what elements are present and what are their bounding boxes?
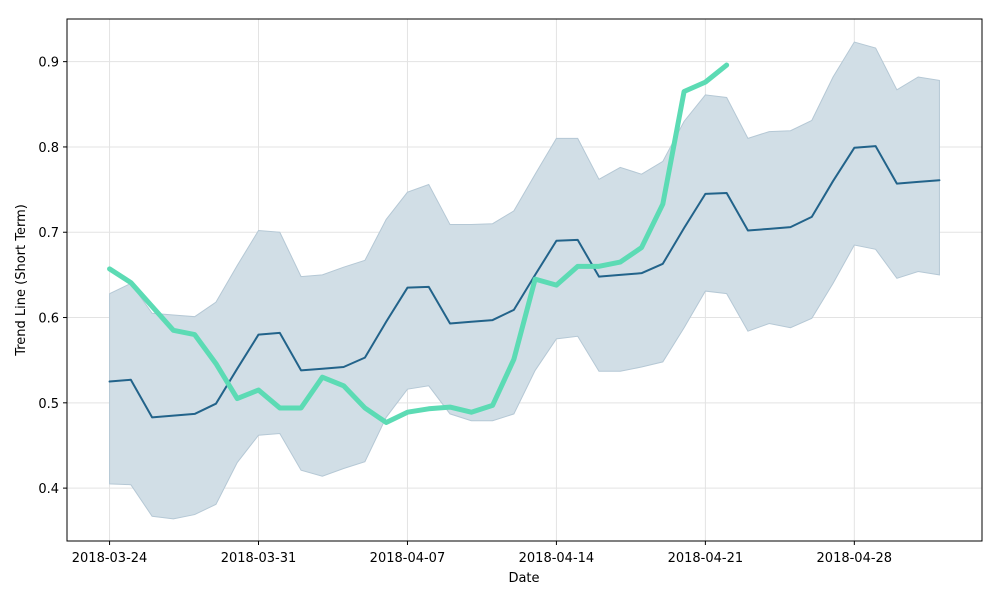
y-tick-label: 0.9 — [38, 56, 59, 71]
plot-frame — [66, 18, 983, 542]
y-tick-label: 0.8 — [38, 141, 59, 156]
y-tick-label: 0.6 — [38, 312, 59, 327]
x-axis-label: Date — [508, 571, 539, 586]
x-tick-label: 2018-03-31 — [221, 551, 297, 566]
x-tick-label: 2018-04-28 — [817, 551, 893, 566]
y-axis-label: Trend Line (Short Term) — [14, 204, 29, 357]
x-tick-label: 2018-04-07 — [370, 551, 446, 566]
y-tick-label: 0.7 — [38, 226, 59, 241]
x-tick-label: 2018-04-21 — [668, 551, 744, 566]
mean-line — [108, 145, 941, 419]
trend-line — [107, 62, 730, 425]
x-tick-label: 2018-04-14 — [519, 551, 595, 566]
y-tick-label: 0.5 — [38, 397, 59, 412]
y-tick-label: 0.4 — [38, 482, 59, 497]
x-tick-label: 2018-03-24 — [72, 551, 148, 566]
confidence-band — [109, 41, 940, 520]
